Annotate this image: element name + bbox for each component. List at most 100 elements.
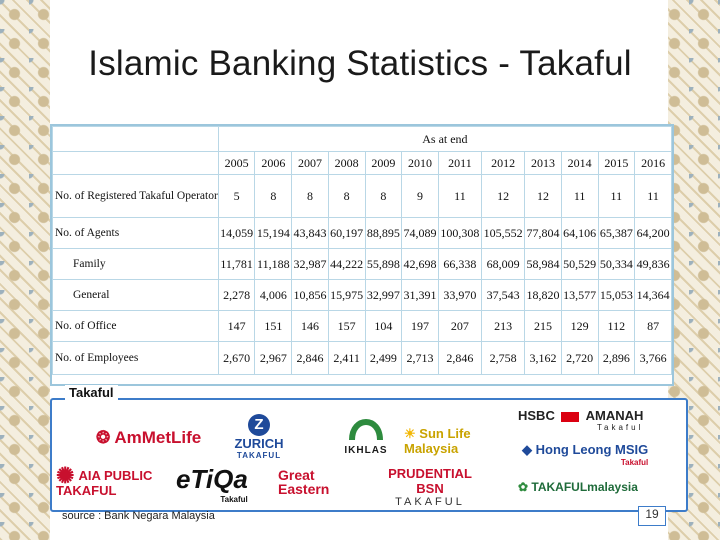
aia-text: AIA PUBLIC TAKAFUL	[56, 468, 153, 498]
table-cell: 3,162	[524, 341, 562, 375]
year-header-cell: 2015	[597, 151, 636, 175]
table-cell: 2,713	[401, 341, 439, 375]
table-cell: 147	[217, 310, 256, 342]
etiqa-sub-text: Takaful	[220, 495, 248, 504]
table-row: No. of Employees 2,670 2,967 2,846 2,411 2,49…	[52, 341, 672, 375]
ammetlife-text: AmMetLife	[114, 428, 202, 447]
hsbc-hexagon-icon	[561, 411, 580, 422]
takaful-malaysia-icon: ✿	[518, 480, 529, 494]
ikhlas-arch-icon	[349, 419, 383, 441]
table-cell: 11	[437, 174, 483, 218]
table-row: No. of Agents 14,059 15,194 43,843 60,197 88,…	[52, 217, 672, 249]
etiqa-text: eTiQa	[176, 464, 248, 494]
year-header-cell: 2016	[634, 151, 672, 175]
prudential-sub-text: TAKAFUL	[395, 496, 465, 508]
table-cell: 77,804	[524, 217, 562, 249]
table-cell: 88,895	[364, 217, 403, 249]
takaful-panel-heading: Takaful	[65, 385, 118, 400]
amanah-text: AMANAH	[585, 408, 644, 423]
ikhlas-text: IKHLAS	[344, 445, 388, 456]
hong-leong-sub-text: Takaful	[620, 458, 649, 467]
year-header-cell: 2006	[254, 151, 293, 175]
source-note: source : Bank Negara Malaysia	[62, 510, 215, 522]
row-label: No. of Employees	[52, 341, 219, 375]
table-cell: 55,898	[364, 248, 403, 280]
table-cell: 11,781	[217, 248, 256, 280]
table-cell: 2,411	[327, 341, 366, 375]
table-cell: 146	[291, 310, 329, 342]
row-label: No. of Agents	[52, 217, 219, 249]
hsbc-text: HSBC	[518, 408, 555, 423]
table-cell: 104	[364, 310, 403, 342]
table-cell: 37,543	[480, 279, 526, 311]
table-cell: 151	[254, 310, 293, 342]
ikhlas-logo: IKHLAS	[340, 406, 392, 456]
row-label: No. of Registered Takaful Operator	[52, 174, 219, 218]
great-eastern-text: Great Eastern	[278, 467, 330, 497]
table-row: No. of Office 147 151 146 157 104 197 207 213 215…	[52, 310, 672, 342]
table-cell: 11	[634, 174, 672, 218]
table-cell: 213	[480, 310, 526, 342]
table-cell: 12	[524, 174, 562, 218]
table-cell: 8	[291, 174, 329, 218]
table-cell: 31,391	[401, 279, 439, 311]
year-header-cell: 2008	[327, 151, 366, 175]
year-header-cell: 2005	[217, 151, 256, 175]
table-cell: 8	[327, 174, 366, 218]
table-cell: 15,975	[327, 279, 366, 311]
year-header-cell: 2014	[560, 151, 599, 175]
table-cell: 50,529	[560, 248, 599, 280]
table-cell: 2,896	[597, 341, 636, 375]
sunlife-text: Sun Life Malaysia	[404, 426, 471, 456]
table-cell: 15,194	[254, 217, 293, 249]
hong-leong-icon: ◆	[522, 442, 532, 457]
table-cell: 100,308	[437, 217, 483, 249]
table-cell: 10,856	[291, 279, 329, 311]
amanah-sub-text: Takaful	[597, 423, 644, 432]
table-cell: 12	[480, 174, 526, 218]
year-header-cell: 2007	[291, 151, 329, 175]
table-cell: 43,843	[291, 217, 329, 249]
table-cell: 49,836	[634, 248, 672, 280]
table-cell: 87	[634, 310, 672, 342]
table-cell: 129	[560, 310, 599, 342]
aia-public-takaful-logo: ✺ AIA PUBLIC TAKAFUL	[56, 465, 168, 499]
table-cell: 14,364	[634, 279, 672, 311]
hong-leong-text: Hong Leong MSIG	[535, 442, 649, 457]
year-header-cell: 2012	[480, 151, 526, 175]
table-cell: 14,059	[217, 217, 256, 249]
table-corner-cell	[52, 151, 219, 175]
table-cell: 5	[217, 174, 256, 218]
year-header-cell: 2013	[524, 151, 562, 175]
left-pattern-border	[0, 0, 58, 540]
sunlife-logo: ☀ Sun Life Malaysia	[404, 426, 508, 456]
table-cell: 2,846	[437, 341, 483, 375]
table-cell: 42,698	[401, 248, 439, 280]
table-cell: 2,720	[560, 341, 599, 375]
prudential-bsn-logo: PRUDENTIAL BSN TAKAFUL	[374, 466, 486, 508]
table-cell: 8	[364, 174, 403, 218]
table-row: Family 11,781 11,188 32,987 44,222 55,898 42,6…	[52, 248, 672, 280]
takaful-malaysia-logo: ✿ TAKAFULmalaysia	[518, 480, 638, 494]
ammetlife-logo: ❂ AmMetLife	[96, 428, 201, 448]
zurich-text: ZURICH	[234, 436, 284, 451]
table-cell: 11	[597, 174, 636, 218]
ammetlife-mark-icon: ❂	[96, 428, 111, 447]
table-cell: 2,846	[291, 341, 329, 375]
table-cell: 15,053	[597, 279, 636, 311]
hsbc-amanah-logo: HSBC AMANAH Takaful	[518, 408, 643, 432]
table-cell: 2,278	[217, 279, 256, 311]
table-cell: 44,222	[327, 248, 366, 280]
prudential-text: PRUDENTIAL BSN	[388, 466, 472, 496]
table-cell: 68,009	[480, 248, 526, 280]
table-cell: 11,188	[254, 248, 293, 280]
table-cell: 74,089	[401, 217, 439, 249]
page-number: 19	[638, 506, 666, 526]
table-cell: 3,766	[634, 341, 672, 375]
table-cell: 197	[401, 310, 439, 342]
table-cell: 64,200	[634, 217, 672, 249]
etiqa-logo: eTiQa Takaful	[176, 464, 248, 504]
table-cell: 50,334	[597, 248, 636, 280]
sun-icon: ☀	[404, 426, 416, 441]
table-cell: 66,338	[437, 248, 483, 280]
